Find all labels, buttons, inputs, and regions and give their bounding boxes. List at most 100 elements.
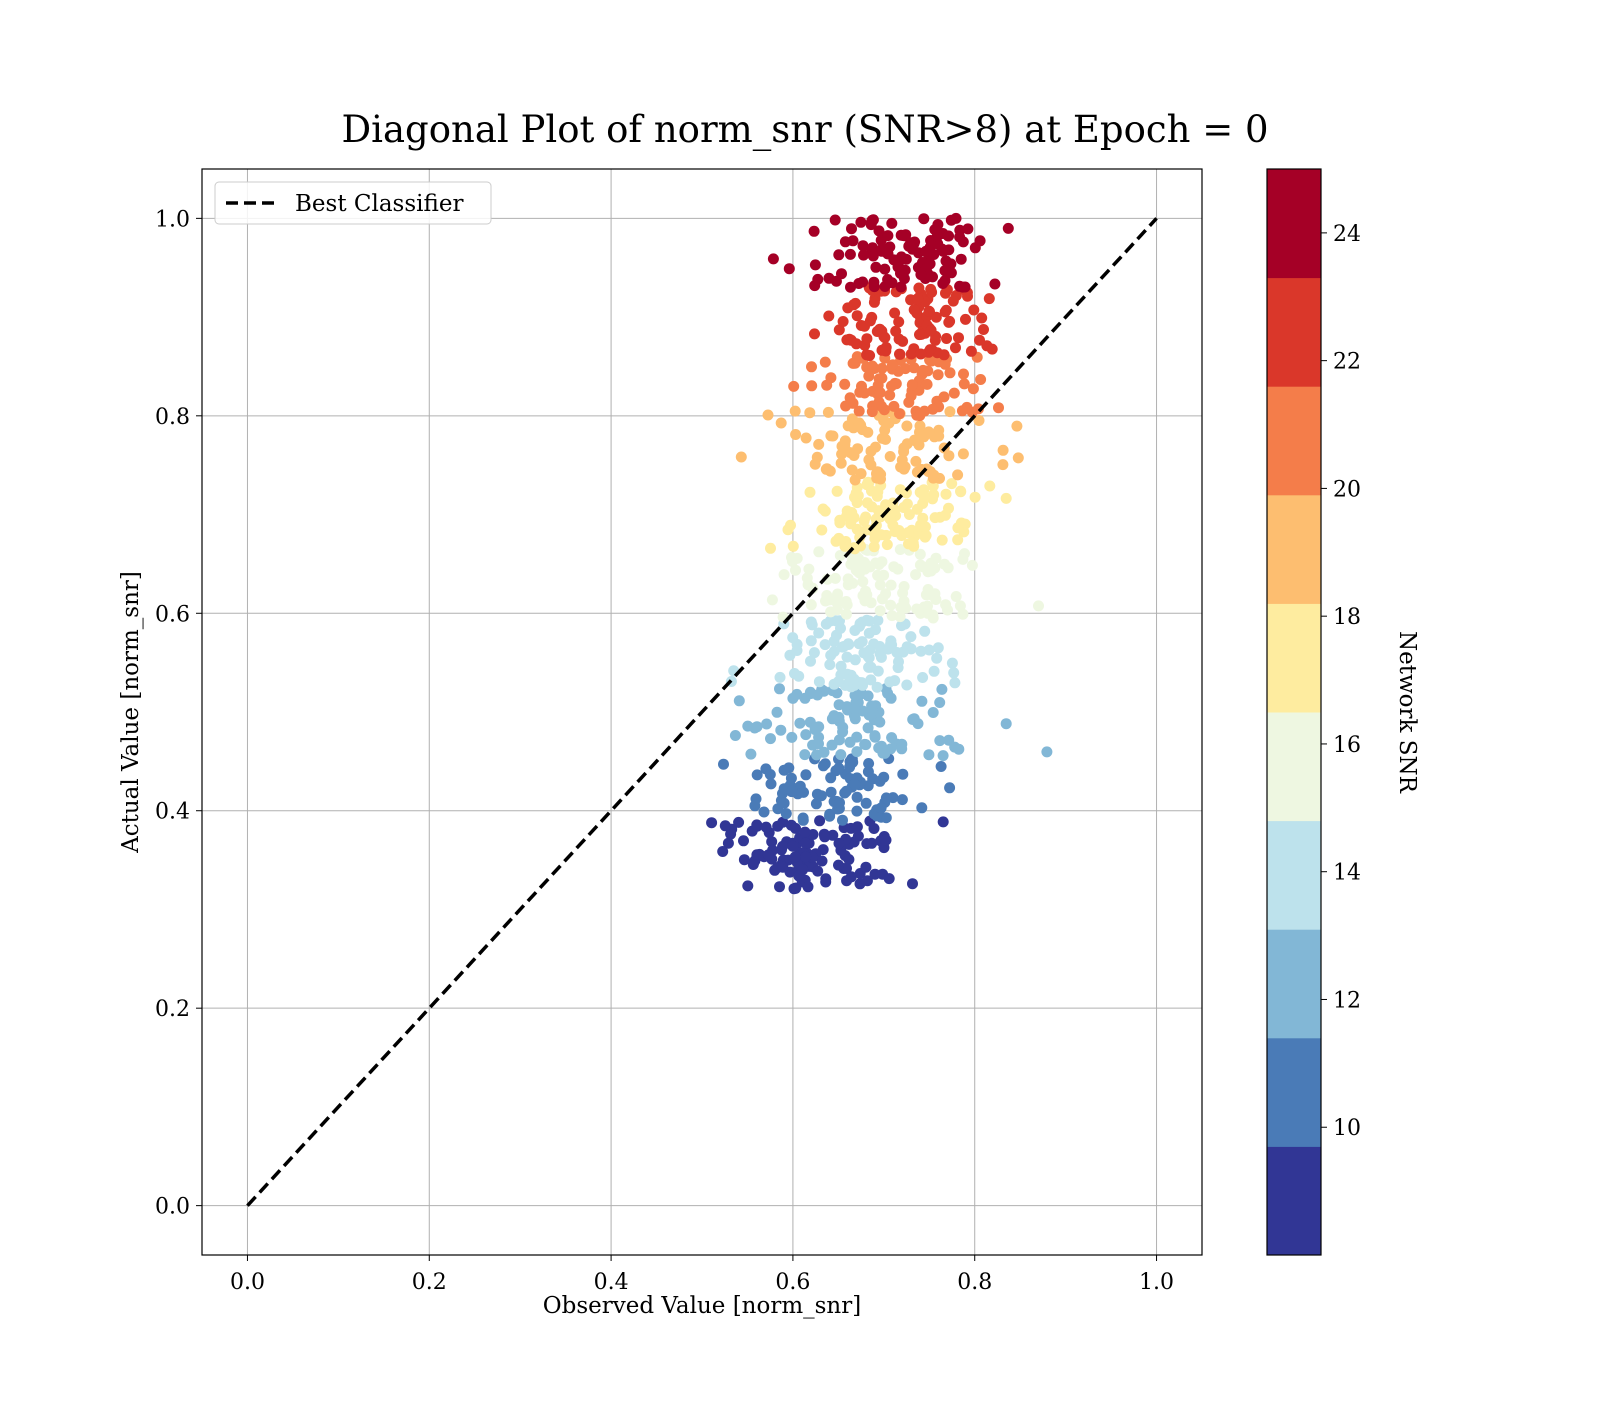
data-point <box>821 590 833 601</box>
data-point <box>920 530 932 541</box>
data-point <box>880 812 892 824</box>
data-point <box>854 618 866 630</box>
data-point <box>855 419 867 431</box>
data-point <box>819 639 831 651</box>
data-point <box>944 406 956 418</box>
data-point <box>837 721 849 733</box>
data-point <box>917 561 929 573</box>
data-point <box>1041 746 1053 758</box>
data-point <box>938 391 950 403</box>
x-tick-label: 0.8 <box>957 1270 992 1295</box>
data-point <box>925 324 937 336</box>
colorbar-label: Network SNR <box>1394 631 1420 794</box>
y-tick-label: 1.0 <box>155 207 190 232</box>
data-point <box>840 536 852 547</box>
data-point <box>859 738 871 750</box>
colorbar-band <box>1267 386 1321 496</box>
data-point <box>927 493 938 505</box>
data-point <box>802 881 814 893</box>
data-point <box>893 316 905 328</box>
data-point <box>880 834 892 846</box>
data-point <box>851 746 863 758</box>
data-point <box>890 325 902 337</box>
data-point <box>863 615 875 627</box>
data-point <box>839 378 851 390</box>
data-point <box>884 676 896 688</box>
data-point <box>993 402 1004 414</box>
data-point <box>954 600 966 612</box>
data-point <box>733 695 745 707</box>
data-point <box>766 594 778 606</box>
data-point <box>832 588 844 600</box>
data-point <box>876 245 888 257</box>
data-point <box>933 430 945 442</box>
data-point <box>783 263 795 275</box>
data-point <box>885 579 897 591</box>
data-point <box>917 512 929 524</box>
data-point <box>788 380 800 392</box>
data-point <box>944 782 956 794</box>
data-point <box>874 605 886 617</box>
chart-title: Diagonal Plot of norm_snr (SNR>8) at Epo… <box>341 108 1268 152</box>
data-point <box>853 405 865 417</box>
data-point <box>774 683 785 695</box>
data-point <box>936 534 948 546</box>
data-point <box>858 249 869 261</box>
data-point <box>955 486 967 498</box>
data-point <box>778 569 790 581</box>
data-point <box>833 324 845 336</box>
data-point <box>811 749 823 761</box>
data-point <box>826 739 838 751</box>
data-point <box>872 486 884 498</box>
data-point <box>960 313 971 325</box>
data-point <box>749 722 761 734</box>
data-point <box>943 316 955 328</box>
data-point <box>804 686 816 698</box>
data-point <box>803 563 815 575</box>
data-point <box>898 595 910 607</box>
x-tick-label: 0.2 <box>412 1270 447 1295</box>
data-point <box>839 435 851 447</box>
data-point <box>824 465 836 477</box>
data-point <box>738 854 750 866</box>
x-tick-label: 0.0 <box>230 1270 265 1295</box>
data-point <box>919 521 931 533</box>
data-point <box>894 348 905 360</box>
data-point <box>901 420 913 432</box>
data-point <box>915 645 927 657</box>
data-point <box>766 836 778 848</box>
colorbar-bands <box>1267 169 1321 1256</box>
y-tick-label: 0.2 <box>155 997 190 1022</box>
data-point <box>775 724 787 736</box>
data-point <box>966 559 978 571</box>
data-point <box>901 498 913 510</box>
data-point <box>984 480 996 492</box>
data-point <box>863 652 875 664</box>
x-axis-label: Observed Value [norm_snr] <box>543 1293 861 1319</box>
data-point <box>959 281 971 293</box>
data-point <box>842 573 854 585</box>
data-point <box>747 859 759 870</box>
data-point <box>787 632 799 644</box>
data-point <box>809 259 821 271</box>
data-point <box>793 670 805 682</box>
data-point <box>849 703 861 715</box>
data-point <box>940 488 952 500</box>
data-point <box>915 269 927 281</box>
data-point <box>876 556 888 568</box>
data-point <box>761 718 773 730</box>
data-point <box>851 805 863 817</box>
data-point <box>800 729 812 741</box>
data-point <box>901 679 913 691</box>
data-point <box>989 278 1001 290</box>
data-point <box>801 572 813 584</box>
data-point <box>907 878 918 890</box>
data-point <box>717 846 729 857</box>
data-point <box>917 672 929 683</box>
data-point <box>706 817 718 829</box>
data-point <box>805 599 817 611</box>
data-point <box>888 254 900 266</box>
data-point <box>762 409 774 421</box>
data-point <box>1012 452 1024 464</box>
data-point <box>912 293 924 305</box>
